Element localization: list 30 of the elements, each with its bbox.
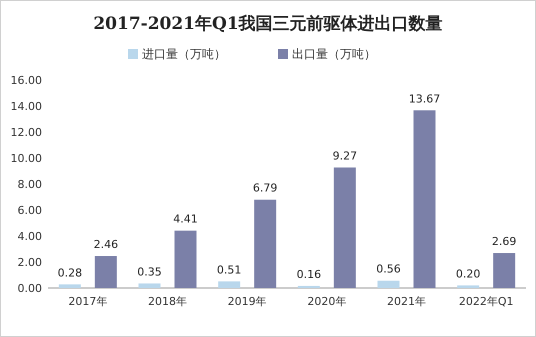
- x-tick-label: 2019年: [228, 295, 267, 308]
- y-tick-label: 10.00: [10, 152, 42, 165]
- data-label: 0.20: [456, 267, 480, 280]
- chart-title: 2017-2021年Q1我国三元前驱体进出口数量: [93, 14, 443, 34]
- x-tick-label: 2020年: [307, 295, 346, 308]
- data-label: 0.35: [137, 265, 162, 278]
- legend-label: 出口量（万吨）: [292, 47, 376, 61]
- data-label: 9.27: [332, 149, 358, 162]
- data-label: 13.67: [408, 92, 440, 106]
- data-label: 0.56: [376, 262, 401, 276]
- legend-label: 进口量（万吨）: [142, 47, 226, 61]
- data-label: 6.79: [252, 182, 278, 195]
- y-tick-label: 2.00: [18, 256, 42, 269]
- x-tick-label: 2018年: [148, 295, 187, 308]
- data-label: 2.69: [492, 235, 516, 248]
- y-tick-label: 12.00: [10, 126, 42, 139]
- y-tick-label: 0.00: [18, 282, 42, 295]
- y-tick-label: 4.00: [18, 230, 42, 243]
- x-tick-label: 2017年: [68, 295, 108, 308]
- data-label: 0.51: [216, 263, 242, 276]
- x-tick-label: 2021年: [387, 295, 426, 308]
- data-label: 4.41: [173, 212, 198, 226]
- data-label: 0.16: [296, 268, 322, 281]
- y-tick-label: 6.00: [18, 204, 42, 217]
- y-tick-label: 8.00: [18, 178, 42, 191]
- x-tick-label: 2022年Q1: [458, 295, 514, 308]
- data-label: 0.28: [58, 266, 82, 280]
- y-tick-label: 16.00: [10, 74, 42, 87]
- data-label: 2.46: [94, 238, 118, 252]
- y-tick-label: 14.00: [10, 100, 42, 113]
